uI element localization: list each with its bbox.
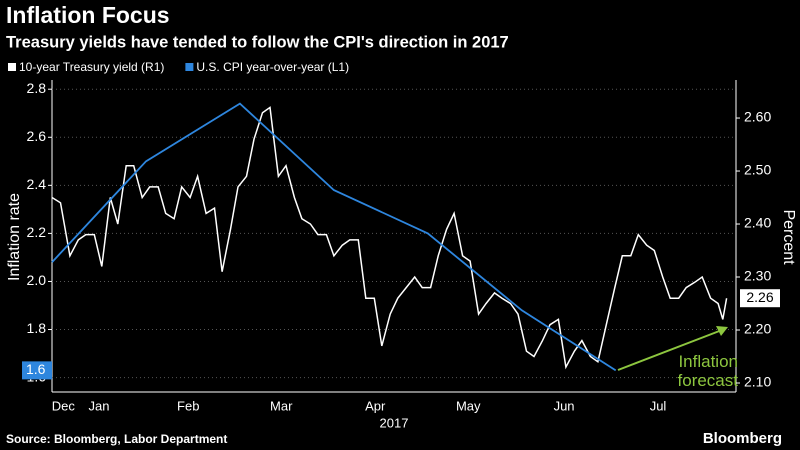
- y-tick-label: 1.8: [27, 320, 47, 336]
- y2-tick-label: 2.10: [744, 374, 771, 390]
- y-tick-label: 2.6: [27, 128, 47, 144]
- last-value-label: 2.26: [746, 289, 773, 305]
- y2-tick-label: 2.60: [744, 109, 771, 125]
- series-line: [51, 102, 617, 372]
- legend-label: U.S. CPI year-over-year (L1): [196, 60, 349, 74]
- y-tick-label: 2.8: [27, 80, 47, 96]
- annotation: Inflation forecast: [677, 352, 738, 390]
- x-axis-label: 2017: [380, 415, 409, 430]
- y2-axis-label: Percent: [780, 209, 797, 265]
- y-tick-label: 2.2: [27, 224, 47, 240]
- x-tick-label: Feb: [177, 398, 199, 413]
- y-tick-label: 2.0: [27, 272, 47, 288]
- x-tick-label: Mar: [270, 398, 293, 413]
- y2-tick-label: 2.50: [744, 162, 771, 178]
- y-tick-label: 2.4: [27, 176, 47, 192]
- plot: 2.26 1.6: [22, 102, 780, 380]
- y2-tick-label: 2.20: [744, 321, 771, 337]
- chart-title: Inflation Focus: [6, 2, 170, 28]
- last-value-box: [22, 361, 52, 380]
- forecast-arrow-head: [716, 326, 728, 336]
- last-value-box: [740, 289, 780, 308]
- series-line: [51, 106, 728, 370]
- legend-label: 10-year Treasury yield (R1): [19, 60, 164, 74]
- y2-tick-label: 2.30: [744, 268, 771, 284]
- chart-subtitle: Treasury yields have tended to follow th…: [6, 33, 509, 51]
- x-tick-label: Jan: [88, 398, 109, 413]
- last-value-label: 1.6: [26, 361, 46, 377]
- x-tick-label: Jun: [554, 398, 575, 413]
- forecast-arrow: [617, 329, 723, 371]
- brand: Bloomberg: [703, 430, 782, 447]
- legend-swatch: [8, 63, 16, 71]
- x-tick-label: Apr: [365, 398, 386, 413]
- x-tick-label: Dec: [52, 398, 76, 413]
- y2-tick-label: 2.40: [744, 215, 771, 231]
- x-tick-label: Jul: [650, 398, 667, 413]
- source: Source: Bloomberg, Labor Department: [6, 432, 227, 446]
- legend-swatch: [185, 63, 194, 71]
- x-tick-label: May: [456, 398, 481, 413]
- y-axis-label: Inflation rate: [6, 193, 23, 281]
